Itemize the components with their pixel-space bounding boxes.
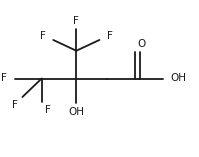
Text: F: F bbox=[107, 31, 113, 41]
Text: F: F bbox=[73, 16, 79, 26]
Text: F: F bbox=[12, 100, 18, 111]
Text: F: F bbox=[1, 73, 7, 84]
Text: OH: OH bbox=[68, 107, 84, 117]
Text: F: F bbox=[46, 105, 51, 115]
Text: O: O bbox=[137, 39, 145, 49]
Text: OH: OH bbox=[171, 73, 187, 84]
Text: F: F bbox=[40, 31, 46, 41]
